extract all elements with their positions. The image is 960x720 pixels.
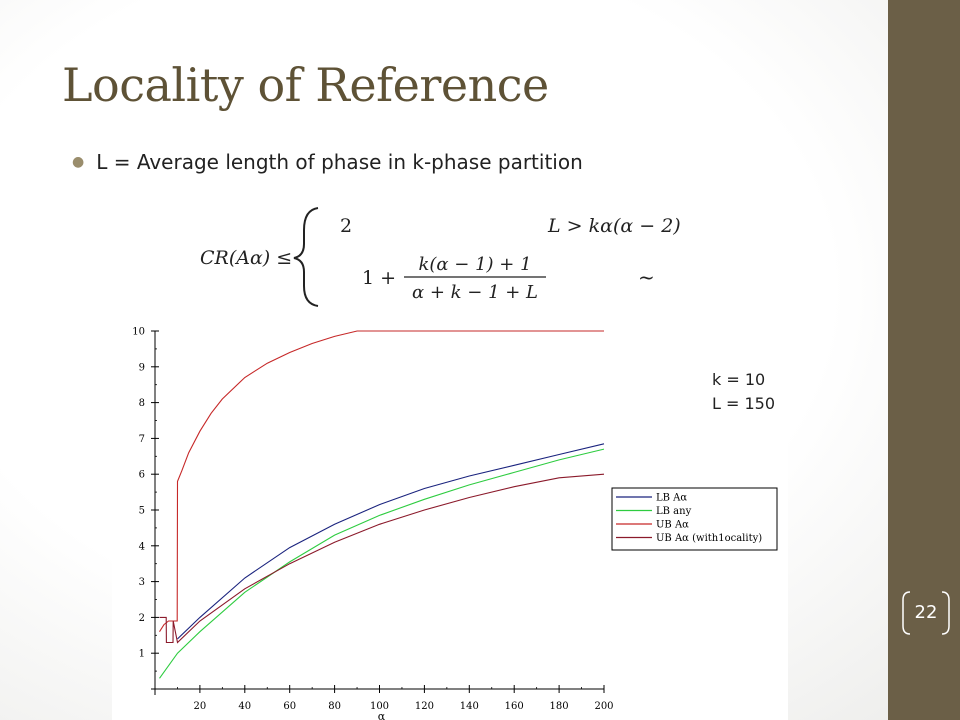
- x-tick-label: 40: [238, 701, 251, 712]
- legend-box: [611, 487, 778, 551]
- formula-lhs: CR(Aα) ≤: [200, 247, 292, 269]
- formula-case2-numerator: k(α − 1) + 1: [418, 254, 531, 275]
- y-tick-label: 1: [139, 649, 145, 660]
- x-tick-label: 140: [460, 701, 479, 712]
- bullet-dot-icon: ●: [72, 154, 85, 170]
- y-tick-label: 8: [139, 398, 145, 409]
- sidebar-decoration: [888, 0, 960, 720]
- formula-case1-value: 2: [340, 215, 352, 237]
- formula-brace: [293, 207, 319, 307]
- bullet-text: L = Average length of phase in k-phase p…: [96, 150, 583, 174]
- x-tick-label: 200: [594, 701, 613, 712]
- slide-title: Locality of Reference: [62, 58, 549, 112]
- y-tick-label: 2: [139, 613, 145, 624]
- y-tick-label: 4: [139, 541, 145, 552]
- series-line-4: [159, 473, 605, 644]
- param-l: L = 150: [712, 394, 776, 413]
- series-line-3: [159, 330, 604, 632]
- x-tick-label: 60: [283, 701, 296, 712]
- x-tick-label: 100: [370, 701, 389, 712]
- series-line-1: [177, 443, 605, 640]
- y-tick-label: 10: [132, 327, 145, 338]
- param-k: k = 10: [712, 370, 766, 389]
- chart: 1 2 3 4 5 6 7 8 9 10 20 40 60 80 100 120 140 160 180 200 α LB…: [132, 327, 778, 720]
- formula-case2-prefix: 1 +: [362, 267, 396, 289]
- legend-entry: UB Aα (with1ocality): [656, 533, 762, 544]
- page-number-brackets: [902, 591, 950, 635]
- y-tick-label: 7: [139, 434, 145, 445]
- formula-case2-condition: ~: [638, 265, 655, 289]
- x-tick-label: 180: [550, 701, 569, 712]
- x-axis-label: α: [378, 710, 386, 720]
- formula-case1-condition: L > kα(α − 2): [547, 215, 681, 237]
- x-tick-label: 20: [194, 701, 207, 712]
- formula-case2-denominator: α + k − 1 + L: [412, 282, 538, 303]
- legend-entry: UB Aα: [656, 520, 689, 531]
- bullet-item: ● L = Average length of phase in k-phase …: [72, 150, 583, 174]
- y-tick-label: 3: [139, 577, 145, 588]
- legend-entry: LB Aα: [656, 493, 687, 504]
- page-number: 22: [914, 602, 938, 623]
- x-tick-label: 160: [505, 701, 524, 712]
- series-line-2: [159, 448, 605, 679]
- page-number-box: 22: [900, 590, 952, 636]
- y-tick-label: 6: [139, 470, 145, 481]
- parameter-block: k = 10 L = 150: [712, 368, 775, 416]
- x-tick-label: 80: [328, 701, 341, 712]
- x-tick-label: 120: [415, 701, 434, 712]
- chart-area: 1 2 3 4 5 6 7 8 9 10 20 40 60 80 100 120 140 160 180 200 α LB…: [112, 318, 788, 720]
- y-tick-label: 5: [139, 506, 145, 517]
- formula: CR(Aα) ≤ 2 L > kα(α − 2) 1 + k(α − 1) + …: [200, 207, 681, 307]
- legend-entry: LB any: [656, 506, 692, 517]
- y-tick-label: 9: [139, 362, 145, 373]
